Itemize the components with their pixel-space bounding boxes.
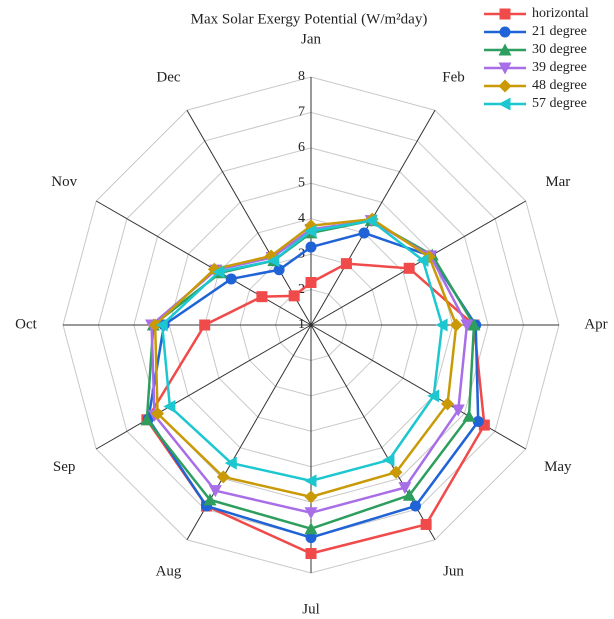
r-tick-label: 1 [298,317,305,332]
data-point [208,485,222,498]
data-point [358,227,370,239]
data-point [416,253,429,267]
data-point [288,290,300,302]
legend-marker [498,62,512,75]
legend-marker [499,8,511,20]
legend-marker [499,26,511,38]
data-point [305,276,317,288]
data-point [427,389,440,403]
data-point [410,500,422,512]
data-point [212,265,225,279]
spoke [310,324,527,450]
data-point [140,413,154,426]
data-point [304,224,317,238]
data-point [305,532,317,544]
category-label: May [544,459,572,475]
data-point [449,318,463,332]
category-label: Oct [15,316,37,332]
legend-label: 57 degree [532,96,587,111]
data-point [216,470,230,484]
data-point [305,548,317,560]
series-line [150,219,469,515]
data-point [225,273,237,285]
data-point [402,488,416,501]
data-point [467,318,481,331]
data-point [398,482,412,495]
data-point [305,241,317,253]
category-label: Jul [302,601,320,617]
data-point [273,264,285,276]
data-point [163,399,176,413]
data-point [304,490,318,504]
data-point [451,404,465,417]
r-tick-label: 5 [298,176,305,191]
spoke [186,109,312,326]
r-tick-label: 4 [298,211,305,226]
data-point [435,318,448,332]
legend-label: horizontal [532,6,589,21]
spoke [95,200,312,326]
legend-label: 30 degree [532,42,587,57]
data-point [382,453,395,467]
data-point [151,407,165,421]
data-point [199,319,211,331]
data-point [389,465,403,479]
legend-label: 21 degree [532,24,587,39]
data-point [441,397,455,411]
chart-title: Max Solar Exergy Potential (W/m²day) [191,11,428,27]
data-point [364,214,377,228]
category-label: Dec [156,70,180,86]
category-label: Aug [156,563,182,579]
legend-marker [498,79,512,93]
r-tick-label: 6 [298,140,305,155]
category-label: Mar [545,174,570,190]
r-tick-label: 7 [298,105,305,120]
spoke [95,324,312,450]
data-point [462,409,476,422]
legend-label: 39 degree [532,60,587,75]
data-point [155,318,168,332]
data-point [304,522,318,535]
legend-marker [498,97,511,111]
category-label: Apr [584,316,607,332]
legend-marker [498,43,512,56]
data-point [472,416,484,428]
data-point [420,518,432,530]
spoke [310,200,527,326]
data-point [304,507,318,520]
data-point [203,493,217,506]
data-point [403,262,415,274]
data-point [148,318,162,332]
data-point [304,474,317,488]
data-point [224,456,237,470]
category-label: Feb [442,70,465,86]
category-label: Sep [53,459,76,475]
data-point [478,419,490,431]
data-point [267,254,280,268]
data-point [256,291,268,303]
legend-label: 48 degree [532,78,587,93]
data-point [340,258,352,270]
category-label: Jan [301,31,321,47]
r-tick-label: 8 [298,69,305,84]
data-point [460,319,474,332]
category-label: Jun [443,563,464,579]
category-label: Nov [51,174,77,190]
